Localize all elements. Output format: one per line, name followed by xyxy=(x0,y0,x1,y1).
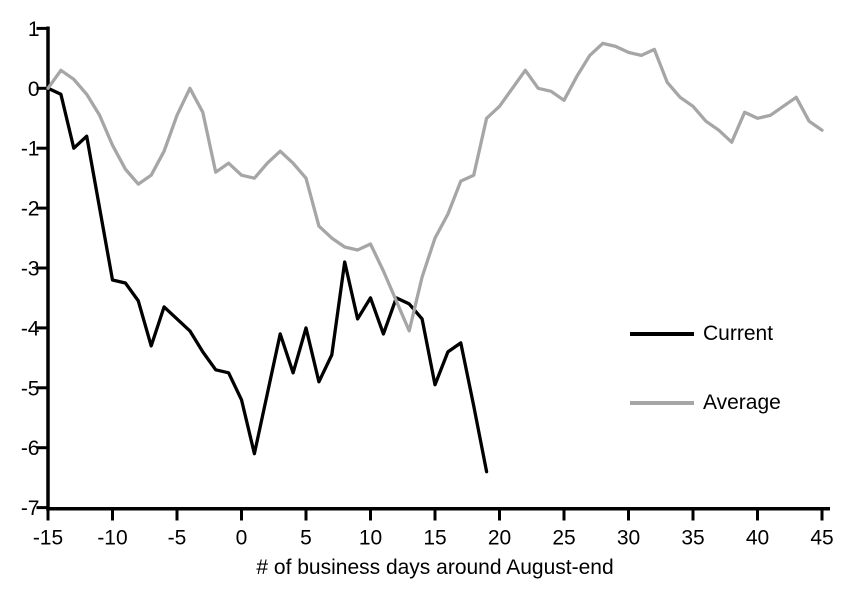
x-tick-label: 25 xyxy=(552,527,575,550)
average-line-swatch xyxy=(630,401,694,405)
y-tick-label: -5 xyxy=(21,377,40,400)
y-tick-label: -7 xyxy=(21,497,40,520)
x-tick-label: -5 xyxy=(168,527,187,550)
legend-label-average: Average xyxy=(703,391,781,414)
y-tick-label: 1 xyxy=(28,18,40,41)
y-tick-label: -1 xyxy=(21,138,40,161)
y-tick-label: -4 xyxy=(21,317,40,340)
x-tick-label: 5 xyxy=(300,527,312,550)
legend-item-average: Average xyxy=(630,391,781,415)
y-tick-label: -2 xyxy=(21,198,40,221)
x-tick-label: -15 xyxy=(33,527,63,550)
x-tick-label: 45 xyxy=(810,527,833,550)
x-tick-label: -10 xyxy=(97,527,127,550)
y-tick-label: -3 xyxy=(21,258,40,281)
y-tick-label: -6 xyxy=(21,437,40,460)
x-tick-label: 35 xyxy=(681,527,704,550)
x-tick-label: 10 xyxy=(359,527,382,550)
x-tick-label: 20 xyxy=(488,527,511,550)
x-axis-title: # of business days around August-end xyxy=(256,556,614,579)
current-line-swatch xyxy=(630,332,694,336)
x-tick-label: 0 xyxy=(236,527,248,550)
y-tick-label: 0 xyxy=(28,78,40,101)
series-average-line xyxy=(46,41,824,333)
legend-item-current: Current xyxy=(630,322,773,346)
legend-label-current: Current xyxy=(703,322,774,345)
x-tick-label: 40 xyxy=(746,527,769,550)
x-tick-label: 30 xyxy=(617,527,640,550)
x-tick-label: 15 xyxy=(423,527,446,550)
